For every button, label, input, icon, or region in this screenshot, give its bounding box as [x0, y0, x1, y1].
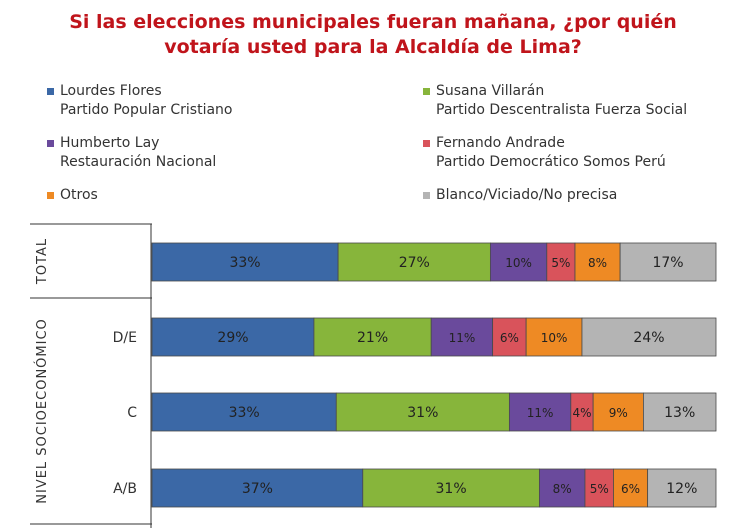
bar-segment: [581, 317, 717, 357]
legend-swatch: [423, 192, 430, 199]
legend-item-5: Otros: [47, 186, 98, 205]
bar-segment: [619, 242, 717, 282]
data-label: 10%: [541, 331, 568, 345]
legend-swatch: [423, 140, 430, 147]
row-label: D/E: [113, 330, 137, 346]
bar-segment: [546, 242, 576, 282]
data-label: 12%: [666, 481, 697, 497]
data-label: 5%: [551, 256, 570, 270]
bar-segment: [508, 392, 572, 432]
bar-segment: [151, 317, 315, 357]
data-label: 10%: [505, 256, 532, 270]
legend-item-6: Blanco/Viciado/No precisa: [423, 186, 617, 205]
bar-segment: [151, 392, 337, 432]
legend-item-1: Lourdes Flores Partido Popular Cristiano: [47, 82, 232, 120]
legend-item-4: Fernando Andrade Partido Democrático Somo…: [423, 134, 666, 172]
bar-segment: [525, 317, 583, 357]
chart-title: Si las elecciones municipales fueran mañ…: [0, 10, 746, 60]
data-label: 5%: [590, 482, 609, 496]
data-label: 11%: [449, 331, 476, 345]
legend-series-name: Humberto Lay: [60, 135, 160, 151]
bar-segment: [647, 468, 717, 508]
legend-swatch: [47, 192, 54, 199]
legend-swatch: [47, 140, 54, 147]
data-label: 21%: [357, 330, 388, 346]
group-label-total: TOTAL: [35, 238, 50, 285]
legend-swatch: [423, 88, 430, 95]
legend-item-3: Humberto Lay Restauración Nacional: [47, 134, 216, 172]
bar-segment: [592, 392, 644, 432]
legend-party-name: Partido Descentralista Fuerza Social: [436, 102, 688, 118]
bar-segment: [643, 392, 717, 432]
row-label: C: [127, 405, 137, 421]
data-label: 13%: [664, 405, 695, 421]
legend-party-name: Restauración Nacional: [60, 154, 217, 170]
bar-segment: [489, 242, 548, 282]
data-label: 31%: [436, 481, 467, 497]
data-label: 24%: [633, 330, 664, 346]
data-label: 8%: [588, 256, 607, 270]
bar-segment: [151, 468, 364, 508]
bar-segment: [313, 317, 432, 357]
legend-series-name: Otros: [60, 187, 98, 203]
data-label: 33%: [229, 405, 260, 421]
data-label: 4%: [572, 406, 591, 420]
data-label: 27%: [399, 255, 430, 271]
data-label: 17%: [652, 255, 683, 271]
legend-item-2: Susana Villarán Partido Descentralista Fu…: [423, 82, 687, 120]
legend-party-name: Partido Popular Cristiano: [60, 102, 233, 118]
legend-series-name: Susana Villarán: [436, 83, 545, 99]
bar-segment: [362, 468, 540, 508]
bar-segment: [151, 242, 339, 282]
data-label: 6%: [621, 482, 640, 496]
bar-segment: [337, 242, 491, 282]
legend-series-name: Fernando Andrade: [436, 135, 565, 151]
legend-swatch: [47, 88, 54, 95]
data-label: 29%: [217, 330, 248, 346]
bar-segment: [538, 468, 586, 508]
data-label: 11%: [527, 406, 554, 420]
legend-party-name: Partido Democrático Somos Perú: [436, 154, 666, 170]
bar-segment: [335, 392, 510, 432]
data-label: 8%: [553, 482, 572, 496]
data-label: 9%: [609, 406, 628, 420]
data-label: 31%: [407, 405, 438, 421]
chart-title-line-1: Si las elecciones municipales fueran mañ…: [69, 11, 677, 33]
bar-segment: [492, 317, 527, 357]
data-label: 33%: [229, 255, 260, 271]
row-label: A/B: [113, 481, 137, 497]
legend-series-name: Blanco/Viciado/No precisa: [436, 187, 618, 203]
data-label: 37%: [242, 481, 273, 497]
legend-series-name: Lourdes Flores: [60, 83, 162, 99]
chart-title-line-2: votaría usted para la Alcaldía de Lima?: [164, 36, 582, 58]
data-label: 6%: [500, 331, 519, 345]
group-label-socioeconomic: NIVEL SOCIOECONÓMICO: [34, 318, 50, 504]
